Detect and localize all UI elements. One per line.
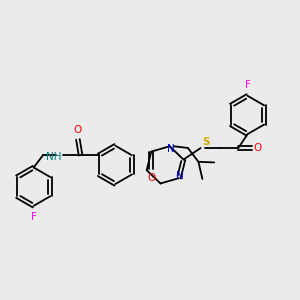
Text: N: N (167, 144, 175, 154)
Text: O: O (147, 173, 155, 183)
Text: O: O (74, 125, 82, 135)
Text: F: F (244, 80, 250, 90)
Text: O: O (254, 143, 262, 153)
Text: NH: NH (46, 152, 61, 162)
Text: N: N (176, 170, 184, 181)
Text: S: S (202, 137, 209, 147)
Text: F: F (31, 212, 37, 222)
